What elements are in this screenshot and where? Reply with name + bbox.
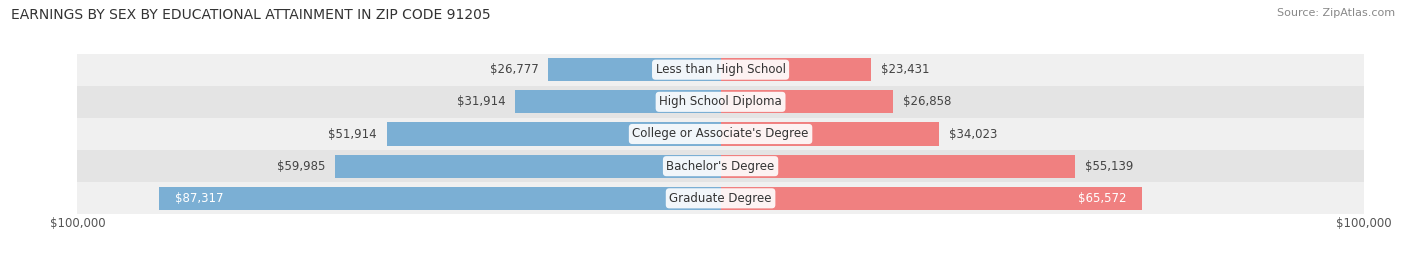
Bar (515, 90, 721, 113)
Bar (159, 187, 721, 210)
Bar (721, 122, 939, 146)
Text: $26,858: $26,858 (903, 95, 952, 108)
Text: $31,914: $31,914 (457, 95, 506, 108)
Bar (77, 150, 1364, 182)
Text: $34,023: $34,023 (949, 128, 997, 140)
Bar (721, 155, 1076, 178)
Text: Less than High School: Less than High School (655, 63, 786, 76)
Text: Source: ZipAtlas.com: Source: ZipAtlas.com (1277, 8, 1395, 18)
Bar (387, 122, 721, 146)
Bar (77, 86, 1364, 118)
Text: $59,985: $59,985 (277, 160, 325, 173)
Bar (721, 187, 1142, 210)
Text: $51,914: $51,914 (329, 128, 377, 140)
Text: College or Associate's Degree: College or Associate's Degree (633, 128, 808, 140)
Text: High School Diploma: High School Diploma (659, 95, 782, 108)
Text: $65,572: $65,572 (1078, 192, 1126, 205)
Bar (335, 155, 721, 178)
Bar (77, 54, 1364, 86)
Bar (548, 58, 721, 81)
Bar (721, 90, 893, 113)
Text: $23,431: $23,431 (882, 63, 929, 76)
Bar (721, 58, 872, 81)
Text: $26,777: $26,777 (489, 63, 538, 76)
Text: EARNINGS BY SEX BY EDUCATIONAL ATTAINMENT IN ZIP CODE 91205: EARNINGS BY SEX BY EDUCATIONAL ATTAINMEN… (11, 8, 491, 22)
Bar (77, 182, 1364, 214)
Text: Graduate Degree: Graduate Degree (669, 192, 772, 205)
Text: $55,139: $55,139 (1085, 160, 1133, 173)
Text: Bachelor's Degree: Bachelor's Degree (666, 160, 775, 173)
Bar (77, 118, 1364, 150)
Text: $87,317: $87,317 (174, 192, 224, 205)
